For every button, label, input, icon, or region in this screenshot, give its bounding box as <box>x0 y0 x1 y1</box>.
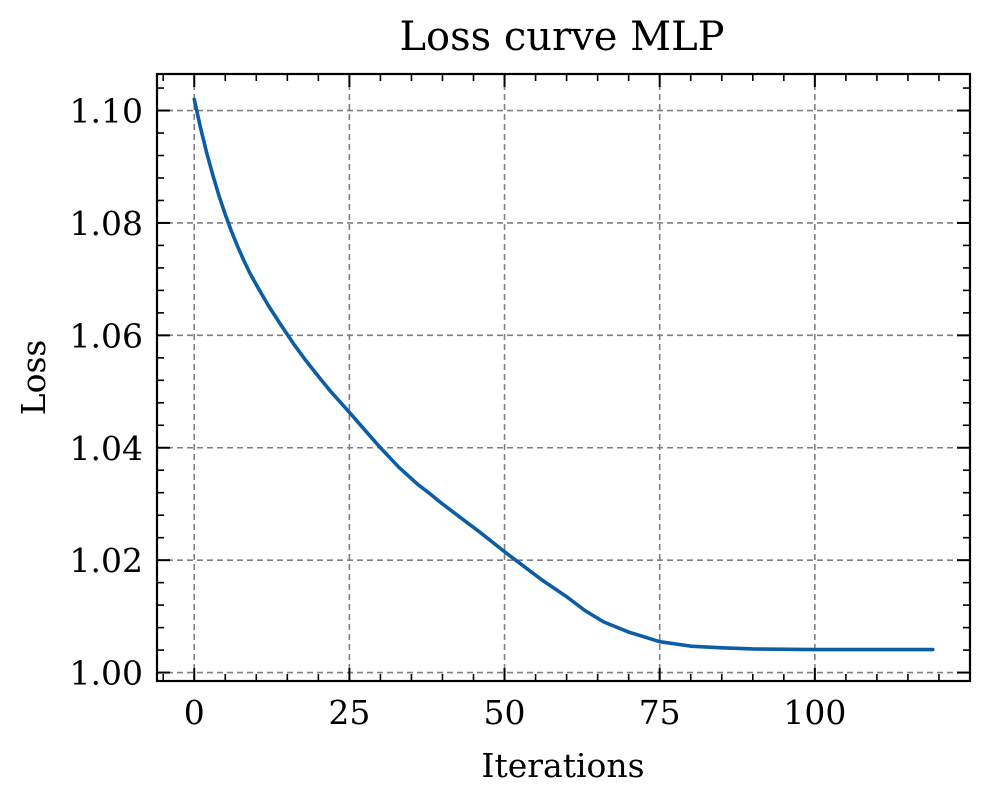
x-tick-label: 75 <box>639 693 681 732</box>
grid <box>157 74 970 681</box>
y-tick-label: 1.02 <box>70 541 143 580</box>
plot-frame <box>155 72 972 683</box>
x-tick-label: 25 <box>328 693 370 732</box>
y-tick-label: 1.06 <box>70 316 143 355</box>
y-axis-label: Loss <box>14 340 53 416</box>
y-tick-label: 1.08 <box>70 204 143 243</box>
x-tick-label: 0 <box>184 693 205 732</box>
y-tick-label: 1.10 <box>70 92 143 131</box>
y-tick-label: 1.00 <box>70 654 143 693</box>
axis-ticks <box>157 74 971 681</box>
y-tick-label: 1.04 <box>70 429 143 468</box>
x-axis-label: Iterations <box>481 746 644 785</box>
tick-labels: 0 25 50 75 100 1.00 1.02 1.04 1.06 1.08 1.10 <box>70 92 847 732</box>
loss-series-line <box>192 97 935 652</box>
x-tick-label: 100 <box>783 693 846 732</box>
x-tick-label: 50 <box>484 693 526 732</box>
plot-lines <box>192 97 935 652</box>
chart-title: Loss curve MLP <box>399 14 724 60</box>
